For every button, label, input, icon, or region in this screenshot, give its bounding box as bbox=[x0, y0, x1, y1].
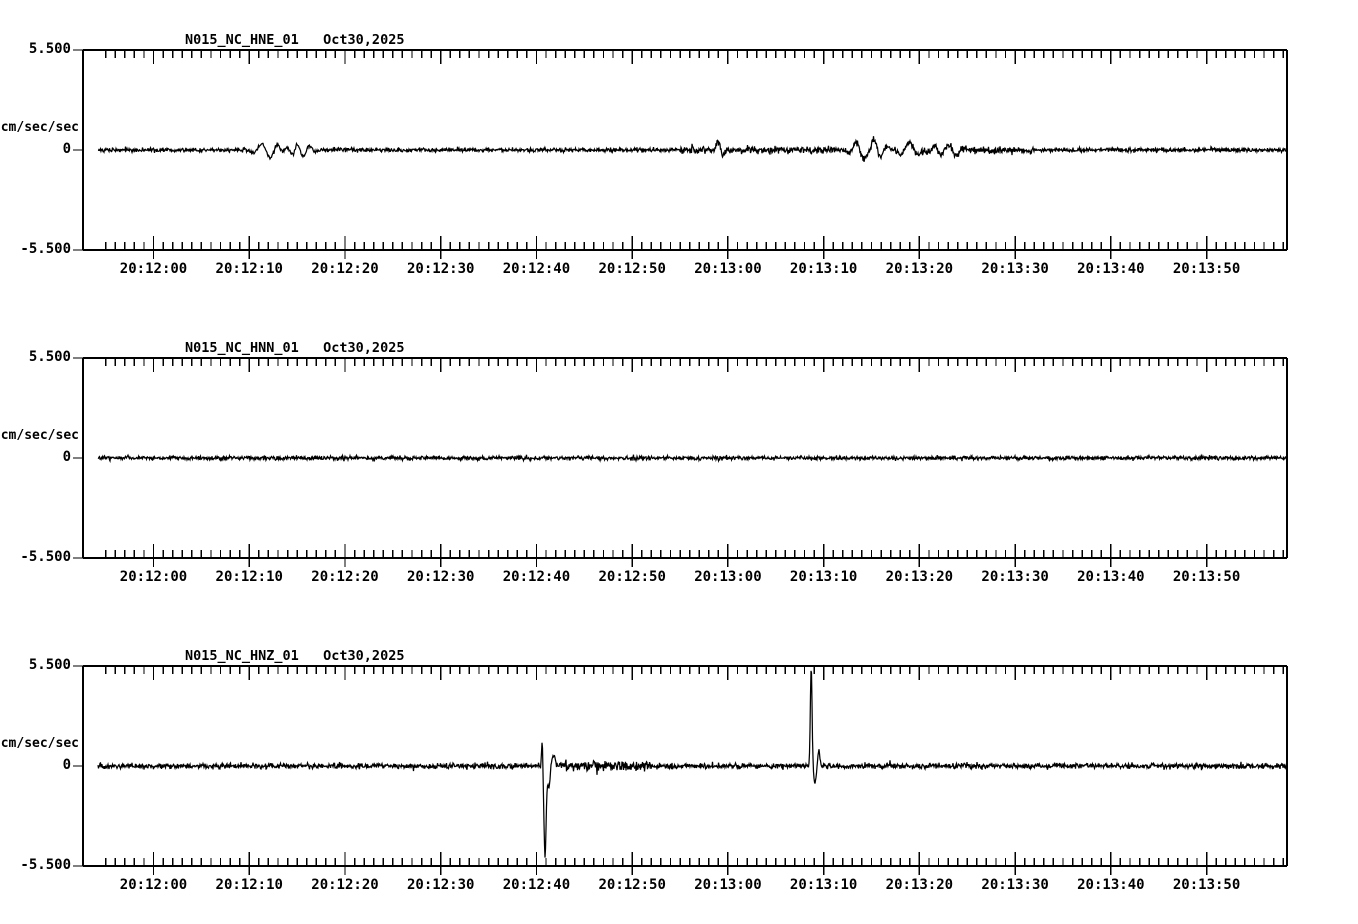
x-axis-tick-label: 20:12:20 bbox=[311, 569, 379, 585]
x-axis-tick-label: 20:12:30 bbox=[407, 261, 475, 277]
x-axis-tick-label: 20:13:20 bbox=[885, 569, 954, 585]
x-axis-tick-label: 20:13:10 bbox=[789, 569, 858, 585]
y-axis-zero-label: 0 bbox=[62, 449, 71, 465]
x-axis-tick-label: 20:13:40 bbox=[1077, 877, 1145, 893]
x-axis-tick-label: 20:13:50 bbox=[1172, 569, 1241, 585]
x-axis-tick-label: 20:12:40 bbox=[502, 261, 571, 277]
x-axis-tick-label: 20:12:00 bbox=[119, 569, 188, 585]
x-axis-tick-label: 20:12:00 bbox=[119, 877, 188, 893]
x-axis-tick-label: 20:12:30 bbox=[407, 569, 475, 585]
y-axis-max-label: 5.500 bbox=[28, 657, 71, 673]
waveform-trace bbox=[97, 136, 1288, 162]
x-axis-tick-label: 20:13:50 bbox=[1172, 877, 1241, 893]
x-axis-tick-label: 20:12:10 bbox=[215, 569, 283, 585]
x-axis-tick-label: 20:12:00 bbox=[119, 261, 188, 277]
x-axis-tick-label: 20:12:20 bbox=[311, 877, 379, 893]
y-axis-unit-label: cm/sec/sec bbox=[0, 120, 79, 135]
y-axis-zero-label: 0 bbox=[62, 141, 71, 157]
y-axis-unit-label: cm/sec/sec bbox=[0, 736, 79, 751]
panel-title: N015_NC_HNN_01 Oct30,2025 bbox=[185, 340, 405, 356]
y-axis-max-label: 5.500 bbox=[28, 41, 71, 57]
x-axis-tick-label: 20:13:20 bbox=[885, 877, 954, 893]
x-axis-tick-label: 20:13:30 bbox=[981, 877, 1049, 893]
x-axis-tick-label: 20:13:30 bbox=[981, 261, 1049, 277]
x-axis-tick-label: 20:13:00 bbox=[694, 569, 762, 585]
x-axis-tick-label: 20:13:50 bbox=[1172, 261, 1241, 277]
y-axis-min-label: -5.500 bbox=[20, 857, 71, 873]
x-axis-tick-label: 20:13:20 bbox=[885, 261, 954, 277]
y-axis-min-label: -5.500 bbox=[20, 549, 71, 565]
x-axis-tick-label: 20:12:10 bbox=[215, 877, 283, 893]
x-axis-tick-label: 20:13:00 bbox=[694, 877, 762, 893]
x-axis-tick-label: 20:12:20 bbox=[311, 261, 379, 277]
x-axis-tick-label: 20:12:50 bbox=[598, 569, 666, 585]
x-axis-tick-label: 20:12:50 bbox=[598, 877, 666, 893]
waveform-trace bbox=[97, 670, 1288, 858]
x-axis-tick-label: 20:12:10 bbox=[215, 261, 283, 277]
x-axis-tick-label: 20:12:40 bbox=[502, 569, 571, 585]
y-axis-unit-label: cm/sec/sec bbox=[0, 428, 79, 443]
x-axis-tick-label: 20:13:10 bbox=[789, 877, 858, 893]
x-axis-tick-label: 20:13:00 bbox=[694, 261, 762, 277]
panel-title: N015_NC_HNZ_01 Oct30,2025 bbox=[185, 648, 405, 664]
waveform-trace bbox=[97, 453, 1288, 464]
x-axis-tick-label: 20:13:30 bbox=[981, 569, 1049, 585]
panel-title: N015_NC_HNE_01 Oct30,2025 bbox=[185, 32, 405, 48]
x-axis-tick-label: 20:13:40 bbox=[1077, 569, 1145, 585]
x-axis-tick-label: 20:12:40 bbox=[502, 877, 571, 893]
x-axis-tick-label: 20:13:40 bbox=[1077, 261, 1145, 277]
y-axis-min-label: -5.500 bbox=[20, 241, 71, 257]
x-axis-tick-label: 20:12:50 bbox=[598, 261, 666, 277]
x-axis-tick-label: 20:12:30 bbox=[407, 877, 475, 893]
x-axis-tick-label: 20:13:10 bbox=[789, 261, 858, 277]
y-axis-zero-label: 0 bbox=[62, 757, 71, 773]
y-axis-max-label: 5.500 bbox=[28, 349, 71, 365]
